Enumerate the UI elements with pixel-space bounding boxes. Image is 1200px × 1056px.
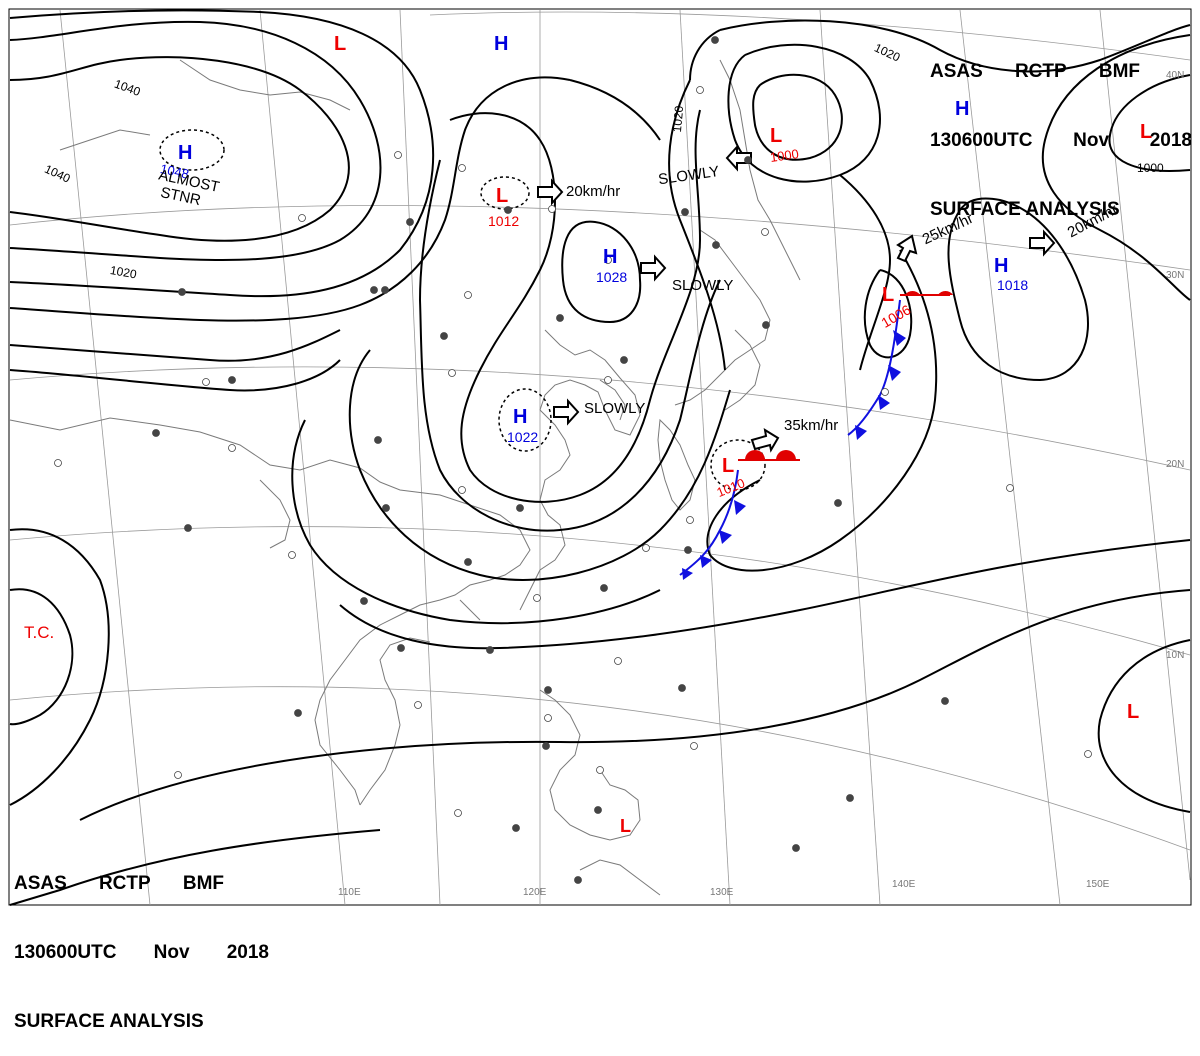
low-center-label: L: [770, 125, 782, 147]
low-center-label: L: [1127, 701, 1139, 723]
isobar-label: 1000: [1137, 161, 1164, 175]
header-station: RCTP: [98, 873, 151, 894]
high-center-value: 1028: [596, 269, 627, 285]
isobar-label: 1020: [670, 105, 686, 133]
motion-speed-label: SLOWLY: [584, 400, 645, 417]
motion-speed-label: SLOWLY: [672, 277, 733, 294]
high-center-label: H: [494, 33, 508, 55]
low-center-value: 1012: [488, 213, 519, 229]
low-center-value: 1000: [769, 146, 800, 165]
isobar-label: 1020: [109, 263, 138, 281]
coastlines: [9, 59, 801, 896]
low-center-label: L: [496, 185, 508, 207]
high-center-label: H: [994, 255, 1008, 277]
high-center-value: 1022: [507, 429, 538, 445]
longitude-label: 120E: [523, 887, 547, 898]
low-center-label: L: [334, 33, 346, 55]
analysis-header-bottom-left: ASAS RCTP BMF 130600UTC Nov 2018 SURFACE…: [14, 826, 269, 1056]
motion-arrows: [537, 144, 1056, 453]
high-center-value: 1048: [159, 161, 190, 182]
latitude-label: 40N: [1166, 70, 1184, 81]
low-center-label: L: [722, 455, 734, 477]
header-office: BMF: [182, 873, 224, 894]
longitude-label: 150E: [1086, 879, 1110, 890]
latitude-label: 20N: [1166, 459, 1184, 470]
latitude-label: 10N: [1166, 650, 1184, 661]
header-title: SURFACE ANALYSIS: [930, 199, 1120, 220]
warm-front-east: [900, 290, 953, 296]
header-line-2: 130600UTC Nov 2018: [14, 941, 269, 964]
isobars: [9, 9, 1191, 906]
motion-speed-label: 35km/hr: [784, 417, 838, 434]
header-month: Nov: [153, 942, 190, 963]
header-month: Nov: [1073, 130, 1110, 151]
header-line-1: ASAS RCTP BMF: [14, 872, 224, 895]
header-time: 130600UTC: [930, 130, 1033, 151]
weather-map: 1040 1040 1020 1020 1020 1000 H 1048 L 1…: [8, 8, 1192, 906]
tropical-cyclone-label: T.C.: [24, 623, 54, 642]
graticule-labels: 110E 120E 130E 140E 150E 40N 30N 20N 10N: [338, 70, 1184, 898]
header-year: 2018: [226, 942, 269, 963]
header-time: 130600UTC: [14, 942, 117, 963]
station-plots: [54, 36, 1092, 884]
header-year: 2018: [1149, 130, 1192, 151]
header-station: RCTP: [1014, 61, 1067, 82]
high-center-label: H: [178, 142, 192, 164]
motion-speed-label: 20km/hr: [566, 183, 620, 200]
low-center-label: L: [1140, 121, 1152, 143]
longitude-label: 140E: [892, 879, 916, 890]
low-center-label: L: [882, 284, 894, 306]
header-area: ASAS: [930, 61, 983, 82]
cold-front-east: [847, 299, 906, 440]
header-area: ASAS: [14, 873, 67, 894]
high-center-label: H: [513, 406, 527, 428]
low-center-label: L: [620, 816, 631, 836]
high-center-label: H: [955, 98, 969, 120]
warm-front-south: [738, 450, 800, 461]
header-line-1: ASAS RCTP BMF: [930, 60, 1140, 83]
map-frame: [8, 8, 1192, 906]
header-office: BMF: [1098, 61, 1140, 82]
latitude-label: 30N: [1166, 270, 1184, 281]
analysis-header-top-right: ASAS RCTP BMF 130600UTC Nov 2018 SURFACE…: [930, 14, 1192, 244]
longitude-label: 110E: [338, 887, 361, 898]
high-center-label: H: [603, 246, 617, 268]
high-center-value: 1018: [997, 277, 1028, 293]
longitude-label: 130E: [710, 887, 734, 898]
header-line-2: 130600UTC Nov 2018: [930, 129, 1192, 152]
header-title: SURFACE ANALYSIS: [14, 1011, 204, 1032]
cold-front-south: [679, 469, 746, 580]
